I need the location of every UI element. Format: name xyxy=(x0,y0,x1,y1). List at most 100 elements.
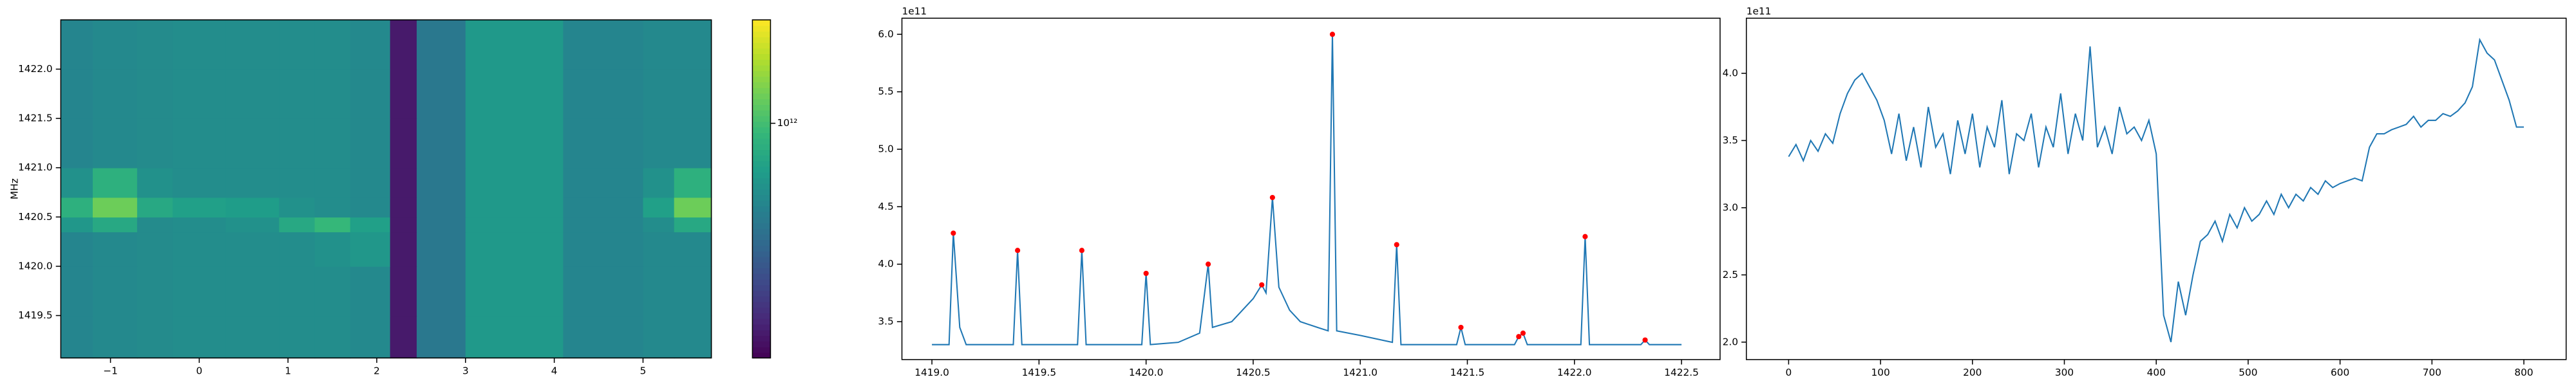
peak-marker xyxy=(1394,242,1399,248)
heatmap-cell xyxy=(314,69,351,119)
heatmap-cell xyxy=(93,217,138,233)
heatmap-cell xyxy=(563,315,644,359)
y-tick-label: 2.5 xyxy=(1723,269,1738,280)
heatmap-cell xyxy=(417,69,466,119)
colorbar-gradient xyxy=(752,301,771,308)
heatmap-cell xyxy=(314,197,351,218)
colorbar-gradient xyxy=(752,273,771,280)
x-tick-label: 1419.5 xyxy=(1022,367,1057,378)
heatmap-cell xyxy=(643,217,675,233)
heatmap-cell xyxy=(390,118,417,169)
heatmap-cell xyxy=(643,167,675,198)
x-tick-label: 1422.5 xyxy=(1664,367,1699,378)
heatmap-cell xyxy=(137,69,173,119)
colorbar-gradient xyxy=(752,25,771,32)
heatmap-cell xyxy=(279,197,316,218)
heatmap-cell xyxy=(643,232,675,267)
x-tick-label: −1 xyxy=(103,365,118,376)
heatmap-cell xyxy=(643,315,675,359)
heatmap-cell xyxy=(93,118,138,169)
colorbar-gradient xyxy=(752,93,771,100)
x-tick-label: 5 xyxy=(640,365,647,376)
y-tick-label: 3.0 xyxy=(1723,201,1738,213)
heatmap-cell xyxy=(279,118,316,169)
y-tick-label: 4.0 xyxy=(878,258,893,270)
heatmap-cell xyxy=(674,167,712,198)
heatmap-cell xyxy=(674,118,712,169)
heatmap-cell xyxy=(93,167,138,198)
heatmap-cell xyxy=(465,118,564,169)
colorbar-gradient xyxy=(752,149,771,156)
peak-marker xyxy=(1516,334,1522,340)
colorbar-gradient xyxy=(752,172,771,178)
colorbar-gradient xyxy=(752,223,771,229)
heatmap-cell xyxy=(563,232,644,267)
heatmap-cell xyxy=(563,167,644,198)
heatmap-cell xyxy=(417,19,466,70)
heatmap-cell xyxy=(137,315,173,359)
heatmap-cell xyxy=(173,167,227,198)
line-series xyxy=(932,34,1682,345)
y-tick-label: 3.5 xyxy=(878,315,893,327)
heatmap-cell xyxy=(314,118,351,169)
colorbar-gradient xyxy=(752,318,771,325)
x-tick-label: 4 xyxy=(551,365,558,376)
heatmap-cell xyxy=(417,118,466,169)
x-tick-label: 0 xyxy=(1786,367,1792,378)
x-tick-label: 1419.0 xyxy=(914,367,949,378)
heatmap-cell xyxy=(61,118,93,169)
heatmap-cell xyxy=(417,315,466,359)
axes-frame xyxy=(901,17,1721,360)
axis-offset-label: 1e11 xyxy=(1747,6,1772,17)
colorbar-gradient xyxy=(752,290,771,297)
x-tick-label: 1 xyxy=(285,365,291,376)
colorbar-gradient xyxy=(752,245,771,252)
y-tick-label: 2.0 xyxy=(1723,336,1738,347)
heatmap-cell xyxy=(465,19,564,70)
heatmap-cell xyxy=(417,232,466,267)
colorbar-gradient xyxy=(752,31,771,37)
colorbar-gradient xyxy=(752,127,771,133)
heatmap-cell xyxy=(279,232,316,267)
y-tick-label: 1420.5 xyxy=(18,211,53,223)
heatmap-cell xyxy=(390,266,417,317)
heatmap-cell xyxy=(465,217,564,233)
y-tick-label: 1421.5 xyxy=(18,113,53,124)
heatmap-cell xyxy=(350,315,391,359)
peak-marker xyxy=(1642,337,1648,343)
peak-marker xyxy=(1143,270,1149,277)
heatmap-cell xyxy=(225,167,280,198)
x-tick-label: 200 xyxy=(1963,367,1982,378)
heatmap-cell xyxy=(674,217,712,233)
heatmap-cell xyxy=(225,19,280,70)
colorbar-gradient xyxy=(752,53,771,60)
colorbar-gradient xyxy=(752,217,771,223)
x-tick-label: 2 xyxy=(374,365,380,376)
peak-marker xyxy=(1582,234,1588,239)
heatmap-cell xyxy=(173,19,227,70)
colorbar-gradient xyxy=(752,115,771,122)
x-tick-label: 1420.0 xyxy=(1129,367,1164,378)
heatmap-cell xyxy=(61,232,93,267)
x-tick-label: 1420.5 xyxy=(1236,367,1271,378)
colorbar-gradient xyxy=(752,268,771,274)
colorbar-gradient xyxy=(752,205,771,212)
heatmap-cell xyxy=(390,167,417,198)
heatmap-cell xyxy=(465,167,564,198)
heatmap-cell xyxy=(674,266,712,317)
heatmap-cell xyxy=(350,69,391,119)
heatmap-cell xyxy=(61,266,93,317)
heatmap-cell xyxy=(350,266,391,317)
heatmap-cell xyxy=(173,217,227,233)
axis-offset-label: 1e11 xyxy=(902,6,927,17)
heatmap-cell xyxy=(225,69,280,119)
heatmap-cell xyxy=(563,266,644,317)
heatmap-cell xyxy=(314,167,351,198)
heatmap-cell xyxy=(674,69,712,119)
colorbar-gradient xyxy=(752,98,771,106)
x-tick-label: 600 xyxy=(2331,367,2349,378)
y-tick-label: 5.0 xyxy=(878,143,893,154)
peak-marker xyxy=(1259,282,1265,288)
heatmap-cell xyxy=(93,266,138,317)
y-tick-label: 1421.0 xyxy=(18,161,53,173)
